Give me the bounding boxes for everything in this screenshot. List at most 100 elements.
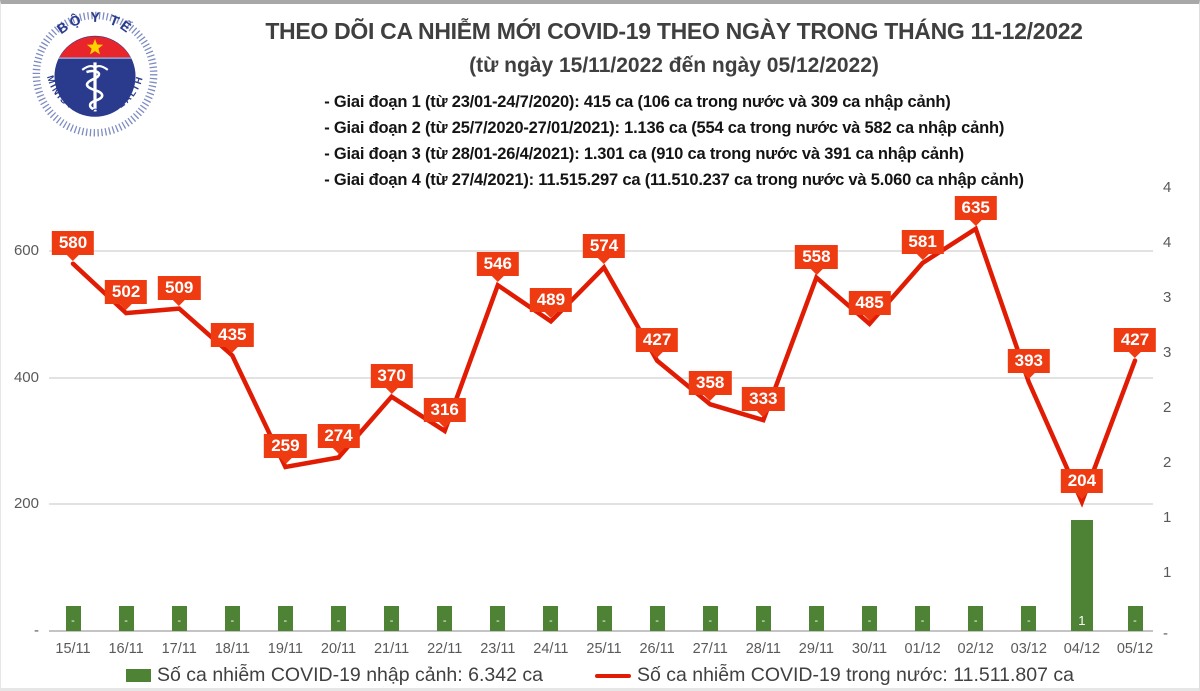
bar-value-label: - [549,614,553,627]
bar-value-label: - [920,614,925,627]
data-point-label: 635 [954,195,997,220]
phase-note-1: - Giai đoạn 1 (từ 23/01-24/7/2020): 415 … [324,93,951,111]
data-point-label: 581 [901,230,944,255]
star-icon [86,38,104,55]
x-axis-date-label: 20/11 [320,641,357,657]
imported-cases-bar: 1 [1070,520,1093,631]
data-point-label: 333 [742,387,785,412]
data-point-label: 370 [370,363,413,388]
phase-note-3: - Giai đoạn 3 (từ 28/01-26/4/2021): 1.30… [324,145,964,163]
legend: Số ca nhiễm COVID-19 nhập cảnh: 6.342 ca… [1,664,1199,687]
x-axis-date-label: 03/12 [1010,641,1047,657]
ministry-of-health-logo: BỘ Y TẾ MINISTRY OF HEALTH [32,9,158,137]
y-axis-tick-label: 200 [13,495,39,513]
imported-cases-bar: - [702,605,718,631]
bar-value-label: - [283,614,288,627]
x-axis-date-label: 19/11 [267,641,303,657]
imported-cases-bar: - [649,605,665,631]
asclepius-staff-icon [81,62,109,112]
data-point-label: 558 [795,244,838,269]
chart-title: THEO DÕI CA NHIỄM MỚI COVID-19 THEO NGÀY… [265,18,1083,44]
x-axis-date-label: 27/11 [692,641,728,657]
imported-cases-bar: - [1127,605,1143,631]
imported-cases-bar: - [384,605,400,631]
data-point-label: 502 [104,280,148,305]
phase-notes: - Giai đoạn 1 (từ 23/01-24/7/2020): 415 … [324,89,1024,193]
bar-value-label: - [495,614,500,627]
domestic-cases-line [70,225,1138,508]
gridline [49,503,1153,506]
imported-cases-bar: - [915,605,931,631]
data-point-label: 546 [476,252,519,277]
imported-cases-bar: - [437,605,453,631]
data-point-label: 358 [689,371,732,396]
imported-cases-bar: - [224,605,240,631]
y-axis-tick-label: 400 [13,368,39,386]
legend-label-imported: Số ca nhiễm COVID-19 nhập cảnh: 6.342 ca [157,664,543,686]
x-axis-date-label: 24/11 [533,641,569,657]
bar-value-label: - [177,614,182,627]
x-axis-date-label: 26/11 [639,641,675,657]
imported-cases-bar: - [65,605,81,631]
gridline [49,376,1153,379]
x-axis-line [49,630,1153,632]
secondary-axis-tick-label: 1 [1163,509,1172,526]
secondary-axis-tick-label: 4 [1163,179,1172,196]
x-axis-date-label: 28/11 [745,641,781,657]
bar-value-label: - [973,614,978,627]
y-axis-tick-label: - [34,622,39,639]
secondary-axis-tick-label: 1 [1163,564,1172,581]
bar-value-label: - [1133,614,1137,627]
logo-outer-ring [32,11,158,137]
bar-value-label: - [655,614,659,627]
secondary-axis-tick-label: - [1163,625,1168,642]
data-point-label: 485 [848,290,891,315]
x-axis-date-label: 18/11 [214,641,250,657]
imported-cases-bar: - [808,605,824,631]
data-point-label: 204 [1060,468,1104,493]
phase-note-4: - Giai đoạn 4 (từ 27/4/2021): 11.515.297… [324,171,1024,189]
bar-value-label: - [602,614,606,627]
x-axis-date-label: 01/12 [904,641,941,657]
imported-cases-bar: - [490,605,506,631]
bar-value-label: - [1026,614,1031,627]
legend-label-domestic: Số ca nhiễm COVID-19 trong nước: 11.511.… [636,664,1074,686]
legend-item-imported: Số ca nhiễm COVID-19 nhập cảnh: 6.342 ca [126,664,543,687]
x-axis-date-label: 21/11 [373,641,410,657]
bar-value-label: - [124,614,128,627]
data-point-label: 574 [582,234,626,259]
y-axis-tick-label: 600 [13,242,39,259]
legend-swatch-imported [126,669,152,682]
data-point-label: 316 [423,397,466,422]
x-axis-date-label: 04/12 [1063,641,1101,657]
bar-value-label: - [389,614,394,627]
imported-cases-bar: - [331,605,346,631]
x-axis-date-label: 22/11 [427,641,463,657]
secondary-axis-tick-label: 2 [1163,454,1172,471]
legend-item-domestic: Số ca nhiễm COVID-19 trong nước: 11.511.… [594,664,1074,687]
secondary-axis-tick-label: 4 [1163,234,1172,251]
bar-value-label: - [708,614,713,627]
bar-value-label: - [867,614,872,627]
imported-cases-bar: - [171,605,187,631]
x-axis-date-label: 25/11 [586,641,622,657]
x-axis-date-label: 29/11 [798,641,834,657]
imported-cases-bar: - [118,605,134,631]
x-axis-date-label: 30/11 [851,641,888,657]
secondary-axis-tick-label: 2 [1163,399,1172,416]
imported-cases-bar: - [277,605,293,631]
bar-value-label: - [336,614,341,627]
x-axis-date-label: 16/11 [108,641,144,657]
chart-header: THEO DÕI CA NHIỄM MỚI COVID-19 THEO NGÀY… [161,18,1187,193]
imported-cases-bar: - [543,605,559,631]
x-axis-date-label: 15/11 [55,641,91,657]
legend-marker-domestic [594,673,631,678]
bar-value-label: - [761,614,766,627]
imported-cases-bar: - [862,605,877,631]
secondary-axis-tick-label: 3 [1163,289,1172,306]
bar-value-label: - [442,614,447,627]
x-axis-date-label: 02/12 [957,641,994,657]
secondary-axis-tick-label: 3 [1163,344,1172,361]
x-axis-date-label: 23/11 [480,641,516,657]
bar-value-label: - [230,614,235,627]
